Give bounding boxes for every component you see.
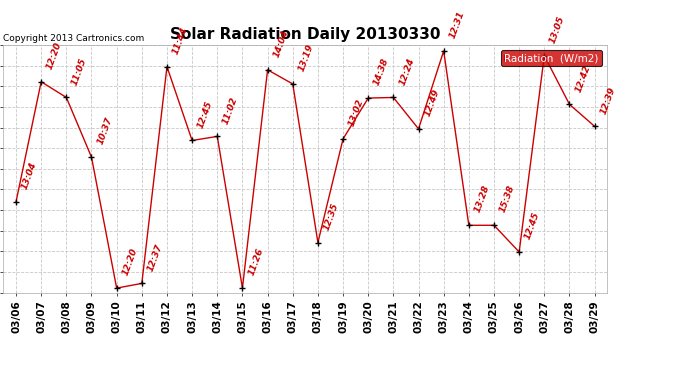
Text: 12:20: 12:20 [121, 247, 139, 277]
Text: 12:20: 12:20 [46, 40, 63, 70]
Text: 14:38: 14:38 [373, 57, 391, 87]
Text: 12:31: 12:31 [448, 10, 466, 40]
Text: 15:38: 15:38 [498, 184, 516, 214]
Text: 14:04: 14:04 [272, 29, 290, 59]
Text: 10:37: 10:37 [96, 116, 114, 146]
Text: 12:45: 12:45 [196, 99, 215, 129]
Text: 13:19: 13:19 [297, 43, 315, 73]
Title: Solar Radiation Daily 20130330: Solar Radiation Daily 20130330 [170, 27, 441, 42]
Text: 11:44: 11:44 [171, 26, 189, 56]
Text: 11:26: 11:26 [246, 247, 265, 277]
Text: 12:24: 12:24 [397, 56, 416, 86]
Text: 12:42: 12:42 [573, 63, 592, 93]
Text: 11:05: 11:05 [70, 56, 89, 86]
Legend: Radiation  (W/m2): Radiation (W/m2) [502, 50, 602, 66]
Text: Copyright 2013 Cartronics.com: Copyright 2013 Cartronics.com [3, 34, 145, 43]
Text: 12:37: 12:37 [146, 242, 164, 272]
Text: 12:45: 12:45 [523, 211, 542, 241]
Text: 13:28: 13:28 [473, 184, 491, 214]
Text: 11:02: 11:02 [221, 95, 239, 125]
Text: 12:49: 12:49 [423, 88, 441, 118]
Text: 13:04: 13:04 [20, 160, 39, 190]
Text: 13:02: 13:02 [347, 98, 366, 128]
Text: 12:35: 12:35 [322, 201, 340, 231]
Text: 13:05: 13:05 [549, 15, 566, 45]
Text: 12:39: 12:39 [599, 85, 617, 115]
